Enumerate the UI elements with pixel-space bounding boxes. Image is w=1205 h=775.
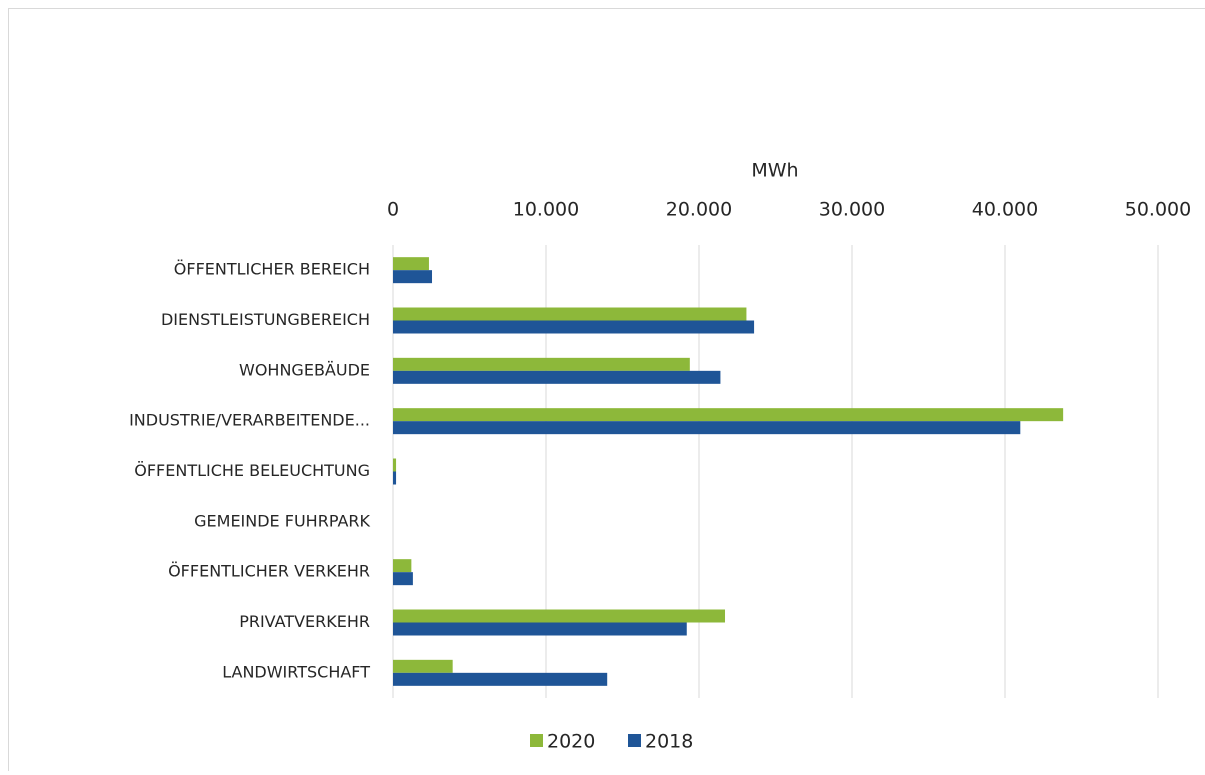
bar <box>393 371 720 384</box>
bar <box>393 660 453 673</box>
bar <box>393 673 607 686</box>
bar <box>393 559 411 572</box>
bar <box>393 270 432 283</box>
y-tick-label: WOHNGEBÄUDE <box>239 360 370 379</box>
legend-label: 2020 <box>547 731 595 753</box>
bar <box>393 459 396 472</box>
bar <box>393 572 413 585</box>
bar <box>393 408 1063 421</box>
bar <box>393 257 429 270</box>
bar <box>393 421 1020 434</box>
bar <box>393 610 725 623</box>
x-tick-label: 10.000 <box>513 199 579 221</box>
y-tick-label: LANDWIRTSCHAFT <box>222 662 370 681</box>
x-tick-label: 30.000 <box>819 199 885 221</box>
x-tick-label: 50.000 <box>1125 199 1191 221</box>
legend-swatch <box>530 734 543 747</box>
x-tick-label: 40.000 <box>972 199 1038 221</box>
y-tick-label: DIENSTLEISTUNGBEREICH <box>161 310 370 329</box>
legend-label: 2018 <box>645 731 693 753</box>
y-tick-label: ÖFFENTLICHE BELEUCHTUNG <box>134 461 370 480</box>
axis-title: MWh <box>751 160 798 182</box>
bar <box>393 472 396 485</box>
y-tick-label: ÖFFENTLICHER BEREICH <box>174 260 370 279</box>
x-tick-label: 0 <box>387 199 399 221</box>
x-tick-label: 20.000 <box>666 199 732 221</box>
y-tick-label: PRIVATVERKEHR <box>239 612 370 631</box>
bar <box>393 623 687 636</box>
bar <box>393 321 754 334</box>
bar <box>393 358 690 371</box>
legend-swatch <box>628 734 641 747</box>
bar <box>393 308 746 321</box>
y-tick-label: GEMEINDE FUHRPARK <box>194 511 370 530</box>
chart-frame <box>9 9 1205 772</box>
y-tick-label: ÖFFENTLICHER VERKEHR <box>168 562 370 581</box>
y-tick-label: INDUSTRIE/VERARBEITENDE... <box>129 411 370 430</box>
